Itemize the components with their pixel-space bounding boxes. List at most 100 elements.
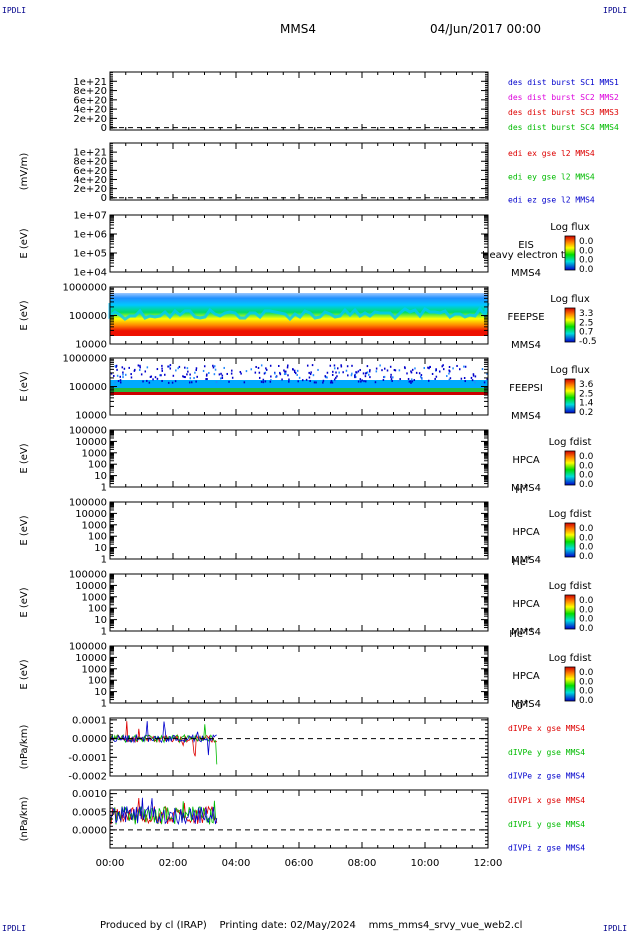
y-axis-label: E (eV) <box>19 371 30 401</box>
feepsi-point <box>383 367 386 370</box>
feepsi-point <box>322 381 324 384</box>
feepsi-point <box>483 381 486 384</box>
feepsi-point <box>420 374 423 377</box>
feepsi-point <box>205 378 207 381</box>
feepsi-point <box>398 369 401 372</box>
colorbar-tick-label: 0.0 <box>579 615 594 625</box>
feepsi-point <box>347 374 349 377</box>
y-tick-label: 1000000 <box>62 283 107 294</box>
feepsi-point <box>369 369 371 372</box>
y-tick-label: 1e+05 <box>73 249 107 260</box>
feepsi-point <box>428 379 430 382</box>
feepsi-point <box>264 371 267 374</box>
feepsi-point <box>313 381 316 384</box>
feepsi-point <box>195 369 197 372</box>
species-charge: + <box>523 698 529 706</box>
y-axis-label: E (eV) <box>19 515 30 545</box>
y-tick-label: 1e+21 <box>73 77 107 88</box>
feepsi-point <box>208 371 210 374</box>
feepsi-point <box>213 365 216 368</box>
y-tick-label: 0.0000 <box>72 734 107 745</box>
y-tick-label: -0.0001 <box>68 753 107 764</box>
feepsi-point <box>305 378 308 381</box>
feepsi-point <box>183 375 185 378</box>
feepsi-point <box>202 369 205 372</box>
feepsi-point <box>171 381 174 384</box>
feepsi-point <box>174 380 177 383</box>
y-tick-label: 0.0001 <box>72 715 107 726</box>
feepsi-point <box>449 370 451 373</box>
corner-label-bottom-right: IPDLI <box>603 924 628 933</box>
feepsi-point <box>113 374 115 377</box>
species-charge: ++ <box>523 626 535 634</box>
feepsi-point <box>239 370 242 373</box>
y-tick-label: 1e+07 <box>73 211 107 222</box>
feepsi-point <box>281 378 283 381</box>
feepsi-point <box>182 375 184 378</box>
feepsi-point <box>193 377 195 380</box>
feepsi-point <box>379 364 381 367</box>
feepsi-point <box>381 369 383 372</box>
y-tick-label: 1 <box>101 555 107 566</box>
feepsi-point <box>134 368 136 371</box>
feepsi-point <box>287 374 289 377</box>
y-tick-label: 100 <box>88 676 107 687</box>
y-axis-label: E (eV) <box>19 587 30 617</box>
feepsi-point <box>206 373 208 376</box>
feepsi-point <box>265 367 267 370</box>
feepsi-point <box>161 364 163 367</box>
feepsi-point <box>374 381 377 384</box>
feepsi-point <box>215 380 218 383</box>
feepsi-point <box>434 377 436 380</box>
feepsi-point <box>125 373 127 376</box>
colorbar-tick-label: 0.0 <box>579 246 594 256</box>
y-tick-label: 8e+20 <box>73 157 107 168</box>
feepsi-point <box>427 366 429 369</box>
y-tick-label: 4e+20 <box>73 105 107 116</box>
y-tick-label: 10000 <box>75 437 107 448</box>
feepsi-point <box>368 373 370 376</box>
panel-extra-text: Heavy electron to <box>482 250 571 261</box>
feepsi-point <box>310 371 312 374</box>
panel-frame <box>109 501 489 560</box>
feepsi-point <box>413 379 416 382</box>
feepsi-point <box>285 370 287 373</box>
feepsi-point <box>139 366 141 369</box>
feepsi-point <box>119 379 122 382</box>
feepsi-point <box>260 380 263 383</box>
feepsi-point <box>294 372 297 375</box>
feepsi-point <box>383 375 386 378</box>
y-tick-label: 8e+20 <box>73 86 107 97</box>
feepsi-point <box>337 367 339 370</box>
colorbar <box>564 307 576 343</box>
feepsi-point <box>264 380 267 383</box>
y-tick-label: 100000 <box>69 642 107 653</box>
feepsi-point <box>128 366 130 369</box>
legend-entry: edi ey gse l2 MMS4 <box>508 172 595 181</box>
feepsi-point <box>336 375 338 378</box>
y-tick-label: 10000 <box>75 509 107 520</box>
feepsi-point <box>262 378 265 381</box>
x-tick-label: 02:00 <box>159 858 188 869</box>
feepsi-point <box>122 371 124 374</box>
feepsi-point <box>159 374 161 377</box>
feepsi-point <box>137 364 140 367</box>
feepsi-point <box>458 368 461 371</box>
feepsi-point <box>189 377 192 380</box>
y-tick-label: 0.0000 <box>72 825 107 836</box>
y-tick-label: -0.0002 <box>68 772 107 783</box>
y-tick-label: 10 <box>94 615 107 626</box>
y-tick-label: 1000000 <box>62 354 107 365</box>
feepsi-point <box>326 371 329 374</box>
spacecraft-label: MMS4 <box>511 411 541 422</box>
feepsi-point <box>355 371 358 374</box>
y-tick-label: 10 <box>94 687 107 698</box>
feepsi-point <box>390 378 393 381</box>
y-tick-label: 100000 <box>69 570 107 581</box>
feepsi-point <box>309 380 311 383</box>
panel-frame <box>109 142 489 201</box>
y-axis-label: E (eV) <box>19 228 30 258</box>
spacecraft-label: MMS4 <box>511 555 541 566</box>
feepsi-point <box>369 376 371 379</box>
